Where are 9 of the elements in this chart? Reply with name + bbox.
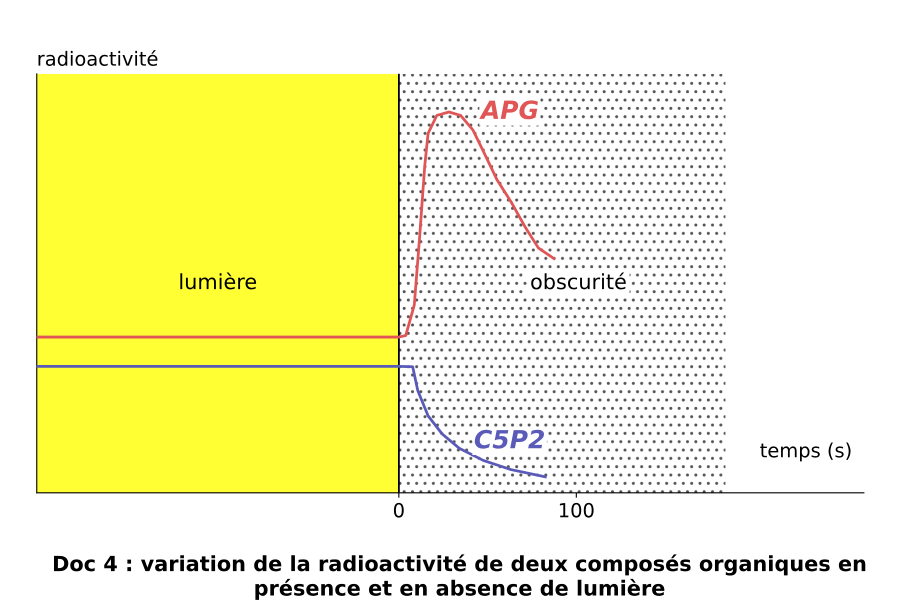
x-axis-title: temps (s) xyxy=(760,442,851,462)
x-tick-label: 0 xyxy=(394,502,404,518)
text: Doc 4 : variation de la radioactivité de deux composés organiques en présence et en absence de lumière xyxy=(54,554,866,600)
band-label: obscurité xyxy=(531,272,626,290)
band-label: lumière xyxy=(180,272,256,290)
series-label: APG xyxy=(479,100,538,120)
y-axis-title: radioactivité xyxy=(38,50,158,66)
series-label: C5P2 xyxy=(474,430,544,449)
x-tick-label: 100 xyxy=(560,502,594,518)
